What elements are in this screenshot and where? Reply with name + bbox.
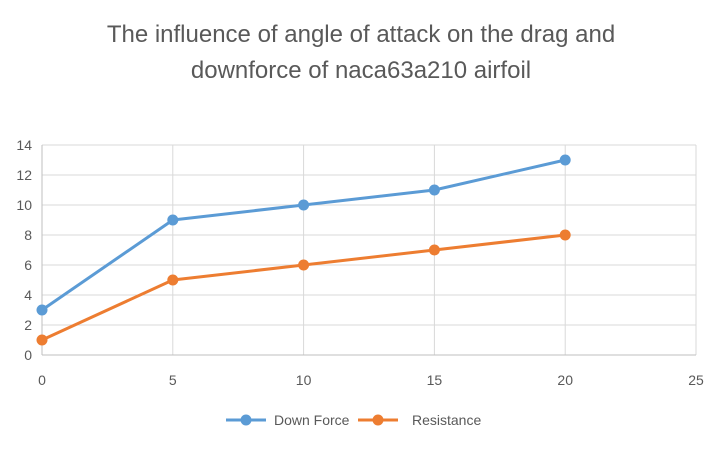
y-tick-label-8: 8 [24,227,32,243]
x-tick-label-0: 0 [38,372,46,388]
y-tick-label-14: 14 [16,137,32,153]
data-point-resistance-2 [298,259,310,271]
data-point-down-force-4 [559,154,571,166]
data-point-resistance-1 [167,274,179,286]
legend-marker-down-force [240,414,252,426]
series [36,154,571,346]
data-point-down-force-0 [36,304,48,316]
data-point-down-force-1 [167,214,179,226]
legend-label-resistance: Resistance [412,412,481,428]
chart-title-line-2: downforce of naca63a210 airfoil [191,57,531,84]
chart-title-line-1: The influence of angle of attack on the … [107,21,615,48]
y-tick-label-6: 6 [24,257,32,273]
x-tick-label-25: 25 [688,372,704,388]
y-tick-label-10: 10 [16,197,32,213]
y-tick-label-2: 2 [24,317,32,333]
data-point-resistance-3 [428,244,440,256]
legend: Down Force Resistance [226,412,481,428]
data-point-down-force-3 [428,184,440,196]
legend-marker-resistance [372,414,384,426]
data-point-down-force-2 [298,199,310,211]
x-tick-label-10: 10 [296,372,312,388]
data-point-resistance-0 [36,334,48,346]
x-tick-label-20: 20 [557,372,573,388]
x-tick-label-5: 5 [169,372,177,388]
data-point-resistance-4 [559,229,571,241]
axes: 0 2 4 6 8 10 12 14 0 5 10 15 20 25 [16,137,704,388]
legend-label-down-force: Down Force [274,412,350,428]
y-tick-label-4: 4 [24,287,32,303]
x-tick-label-15: 15 [427,372,443,388]
y-tick-label-0: 0 [24,347,32,363]
y-tick-label-12: 12 [16,167,32,183]
